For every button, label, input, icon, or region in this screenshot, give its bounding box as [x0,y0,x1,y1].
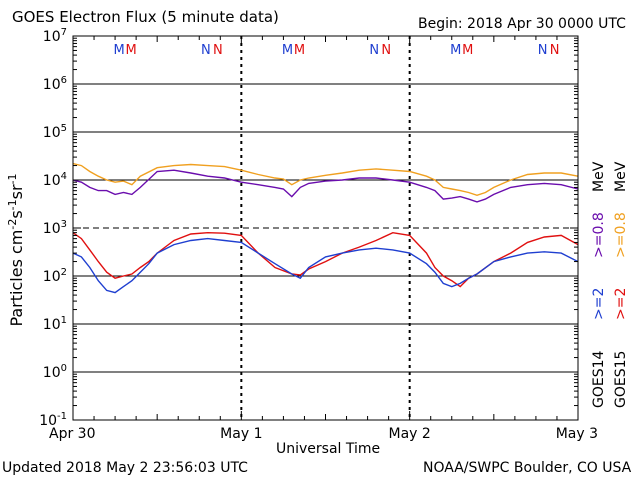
legend-goes15-ge08: >=0.8 [613,212,629,258]
legend-goes14-ge08: >=0.8 [591,212,607,258]
y-tick-label: 101 [43,315,67,333]
mn-marker: N [213,43,223,58]
legend-mev: MeV [613,161,629,192]
mn-marker: M [114,43,125,58]
legend-goes15: GOES15 [613,351,629,408]
y-tick-label: 105 [43,123,67,141]
x-tick-label: May 3 [556,426,598,442]
y-tick-label: 103 [43,219,67,237]
mn-marker: M [294,43,305,58]
x-tick-label: Apr 30 [49,426,95,442]
y-axis-label: Particles cm-2s-1sr-1 [6,173,26,326]
legend-goes14-ge2: >=2 [591,288,607,320]
mn-marker: N [201,43,211,58]
legend-mev: MeV [591,161,607,192]
legend-goes15-ge2: >=2 [613,288,629,320]
legend-goes14: GOES14 [591,350,607,408]
y-tick-label: 10-1 [39,411,67,429]
y-tick-label: 104 [43,171,67,189]
mn-marker: M [282,43,293,58]
mn-marker: N [550,43,560,58]
begin-date: Begin: 2018 Apr 30 0000 UTC [418,16,626,32]
y-tick-label: 106 [43,75,67,93]
credit-text: NOAA/SWPC Boulder, CO USA [423,460,632,476]
mn-marker: N [381,43,391,58]
x-tick-label: May 2 [389,426,431,442]
y-tick-label: 100 [43,363,67,381]
mn-marker: N [369,43,379,58]
series-line [72,169,579,203]
x-axis-label: Universal Time [276,441,381,457]
mn-marker: M [462,43,473,58]
y-tick-label: 107 [43,27,67,45]
mn-marker: M [450,43,461,58]
series-line [72,162,579,197]
y-tick-label: 102 [43,267,67,285]
chart-title: GOES Electron Flux (5 minute data) [12,8,279,26]
series-line [72,237,579,294]
mn-marker: N [538,43,548,58]
x-tick-label: May 1 [220,426,262,442]
mn-marker: M [126,43,137,58]
updated-timestamp: Updated 2018 May 2 23:56:03 UTC [2,460,248,476]
